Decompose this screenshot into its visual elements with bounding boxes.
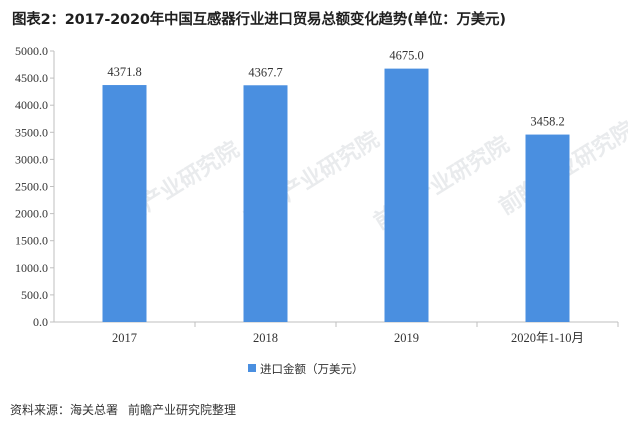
data-label: 4675.0 [389,49,423,63]
source-label: 资料来源：海关总署 [10,403,119,417]
bar-1 [102,85,147,323]
bar-2 [243,85,288,322]
data-label: 4367.7 [248,65,282,79]
y-tick-label: 3500.0 [15,125,48,139]
source-note: 资料来源：海关总署 前瞻产业研究院整理 [10,401,246,418]
y-tick-label: 2500.0 [15,180,48,194]
y-tick-label: 2000.0 [15,207,48,221]
y-tick-label: 1500.0 [15,234,48,248]
source-org: 前瞻产业研究院整理 [128,403,237,417]
data-label: 3458.2 [530,115,564,129]
chart-title: 图表2：2017-2020年中国互感器行业进口贸易总额变化趋势(单位：万美元) [12,12,506,28]
x-tick-label: 2018 [253,331,278,345]
data-label: 4371.8 [107,65,141,79]
y-tick-label: 4500.0 [15,71,48,85]
legend-label: 进口金额（万美元） [260,362,364,376]
legend-swatch [248,364,256,372]
y-tick-label: 1000.0 [15,261,48,275]
y-tick-label: 4000.0 [15,98,48,112]
bar-4 [525,134,570,322]
y-tick-label: 500.0 [21,288,48,302]
x-tick-label: 2017 [112,331,137,345]
y-tick-label: 3000.0 [15,152,48,166]
x-tick-label: 2020年1-10月 [511,331,584,345]
y-tick-label: 5000.0 [15,44,48,58]
x-tick-label: 2019 [394,331,419,345]
y-tick-label: 0.0 [33,315,48,329]
bar-3 [384,68,429,323]
